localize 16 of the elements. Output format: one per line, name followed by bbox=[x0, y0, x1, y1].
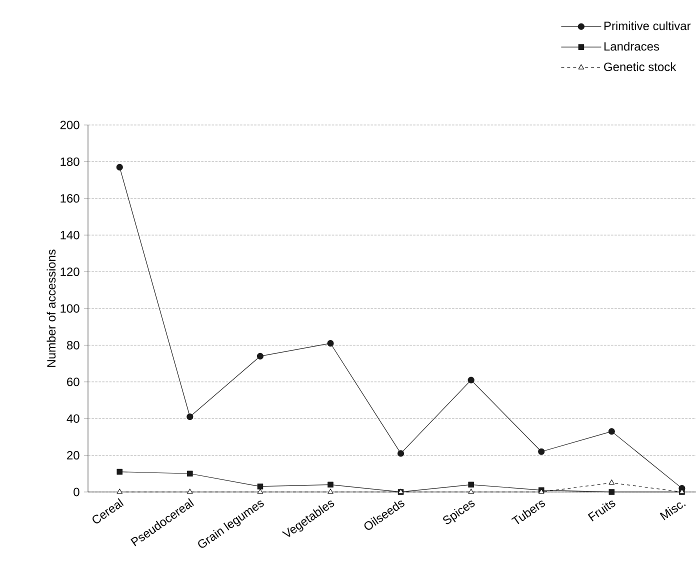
y-tick-label: 160 bbox=[60, 194, 80, 203]
x-tick-label: Misc. bbox=[660, 502, 686, 520]
y-tick-label: 80 bbox=[66, 340, 80, 350]
y-tick-label: 100 bbox=[60, 304, 80, 313]
y-tick-label: 0 bbox=[74, 488, 80, 496]
legend-label: Landraces bbox=[604, 42, 660, 51]
legend-label: Primitive cultivar bbox=[604, 21, 691, 30]
y-tick-label: 140 bbox=[60, 230, 80, 240]
y-tick-label: 180 bbox=[60, 157, 80, 166]
y-axis-title: Number of accessions bbox=[46, 250, 56, 367]
y-tick-label: 200 bbox=[60, 120, 80, 130]
y-tick-label: 40 bbox=[66, 414, 80, 423]
y-tick-label: 20 bbox=[67, 451, 80, 460]
y-tick-label: 60 bbox=[67, 378, 80, 386]
legend-label: Genetic stock bbox=[604, 62, 676, 72]
y-tick-label: 120 bbox=[60, 268, 80, 276]
